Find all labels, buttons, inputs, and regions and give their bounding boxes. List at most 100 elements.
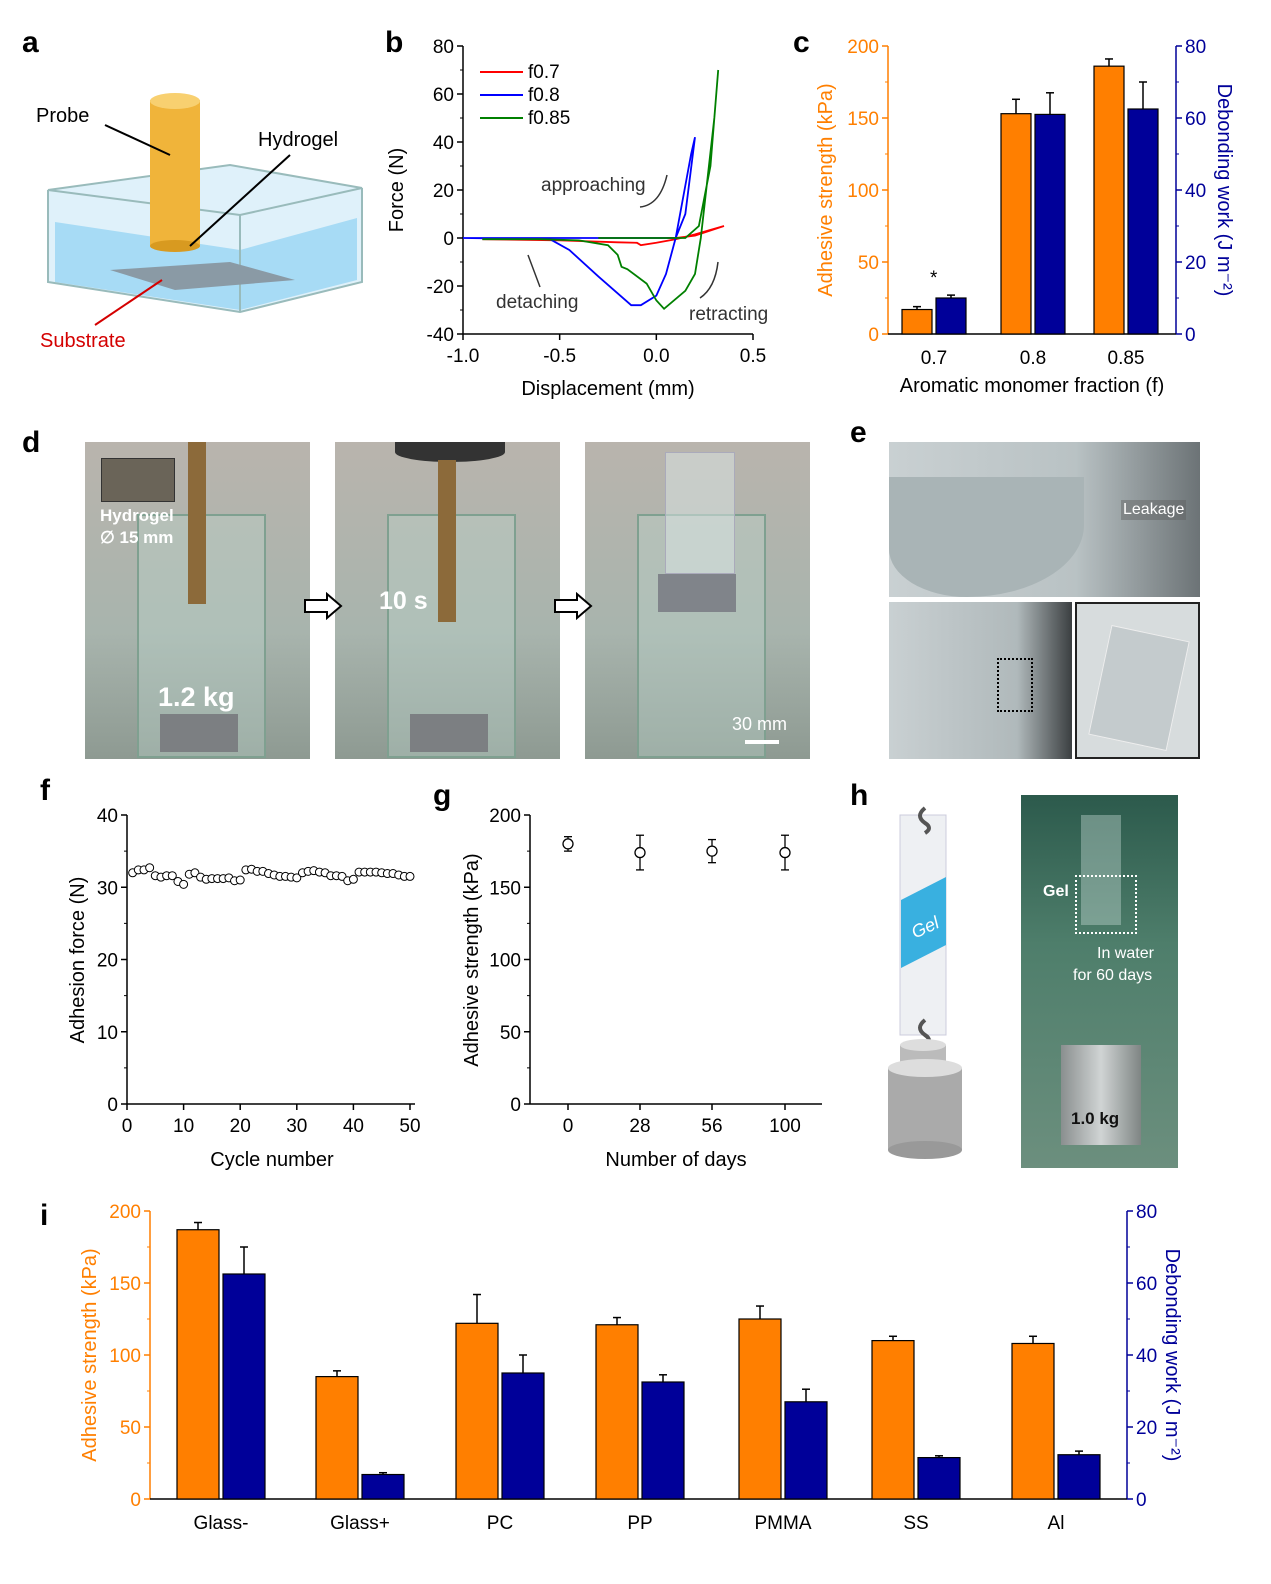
data-point <box>235 875 245 885</box>
i-bar-adhesive-strength <box>315 1375 359 1500</box>
data-point <box>292 873 302 883</box>
annotation-detaching: detaching <box>496 292 578 313</box>
b-y-tick-label: 40 <box>433 133 454 154</box>
panel-label-b: b <box>385 26 403 59</box>
c-bar-adhesive-strength <box>1000 113 1032 335</box>
c-bar-adhesive-strength <box>901 308 933 335</box>
i-category-label: PMMA <box>755 1513 812 1534</box>
annotation-retracting: retracting <box>689 304 768 325</box>
b-xlabel: Displacement (mm) <box>521 378 694 400</box>
data-point <box>145 863 155 873</box>
f-y-tick-label: 10 <box>97 1023 118 1044</box>
f-x-tick-label: 20 <box>230 1116 251 1137</box>
c-bar-adhesive-strength <box>1093 65 1125 335</box>
i-category-label: PC <box>487 1513 513 1534</box>
substrate-label: Substrate <box>40 330 126 352</box>
i-y2-tick-label: 60 <box>1136 1274 1157 1295</box>
i-y2-tick-label: 0 <box>1136 1490 1147 1511</box>
gel-block <box>901 877 946 968</box>
data-point <box>562 838 574 850</box>
panel-label-a: a <box>22 26 39 59</box>
i-category-label: Al <box>1048 1513 1065 1534</box>
data-point <box>634 846 646 859</box>
time-caption: 10 s <box>379 587 428 615</box>
i-bar-debonding-work <box>641 1381 685 1500</box>
b-x-tick-label: 0.5 <box>740 346 766 367</box>
legend-f08: f0.8 <box>528 85 560 106</box>
i-y-tick-label: 50 <box>120 1418 141 1439</box>
c-y-tick-label: 100 <box>847 181 879 202</box>
f-y-tick-label: 40 <box>97 806 118 827</box>
c-bar-debonding-work <box>935 297 967 335</box>
c-bar-debonding-work <box>1127 108 1159 335</box>
g-x-tick-label: 0 <box>563 1116 574 1137</box>
arrow-approaching <box>639 174 668 208</box>
c-y2-tick-label: 40 <box>1185 181 1206 202</box>
f-x-tick-label: 30 <box>286 1116 307 1137</box>
i-y2-tick-label: 20 <box>1136 1418 1157 1439</box>
i-bar-adhesive-strength <box>871 1339 915 1500</box>
leakage-caption: Leakage <box>1121 500 1187 520</box>
photo-e-bag <box>889 602 1072 759</box>
data-point <box>167 871 177 881</box>
c-y-tick-label: 50 <box>858 253 879 274</box>
photo-weight-caption: 1.0 kg <box>1071 1109 1120 1128</box>
i-category-label: Glass+ <box>330 1513 390 1534</box>
probe-label: Probe <box>36 105 89 127</box>
arrow-right-icon <box>304 592 343 620</box>
data-point <box>405 871 415 881</box>
arrow-right-icon <box>554 592 593 620</box>
g-y-tick-label: 200 <box>489 806 521 827</box>
g-x-tick-label: 28 <box>629 1116 650 1137</box>
significance-star: * <box>930 268 938 289</box>
g-x-tick-label: 56 <box>701 1116 722 1137</box>
panel-label-e: e <box>850 416 867 449</box>
b-y-tick-label: 0 <box>443 229 454 250</box>
f-y-tick-label: 0 <box>107 1095 118 1116</box>
c-y2-tick-label: 0 <box>1185 325 1196 346</box>
i-y-tick-label: 150 <box>109 1274 141 1295</box>
g-y-tick-label: 0 <box>510 1095 521 1116</box>
b-x-tick-label: -1.0 <box>447 346 480 367</box>
i-bar-debonding-work <box>1057 1454 1101 1500</box>
hanging-weight-illustration: Gel <box>888 806 962 1159</box>
curve-f0.85 <box>482 69 720 311</box>
g-y-tick-label: 50 <box>500 1023 521 1044</box>
i-bar-debonding-work <box>501 1372 545 1500</box>
i-bar-debonding-work <box>222 1273 266 1500</box>
i-bar-debonding-work <box>784 1401 828 1500</box>
g-x-tick-label: 100 <box>769 1116 801 1137</box>
f-y-tick-label: 20 <box>97 951 118 972</box>
photo-d-2: 10 s <box>335 442 560 759</box>
g-y-tick-label: 150 <box>489 878 521 899</box>
f-y-tick-label: 30 <box>97 878 118 899</box>
b-ylabel: Force (N) <box>386 148 408 232</box>
f-xlabel: Cycle number <box>210 1149 334 1171</box>
photo-gel-caption: Gel <box>1043 883 1069 900</box>
b-y-tick-label: 80 <box>433 37 454 58</box>
probe-cylinder <box>150 100 200 246</box>
i-category-label: Glass- <box>194 1513 249 1534</box>
b-x-tick-label: 0.0 <box>643 346 669 367</box>
scale-caption: 30 mm <box>732 714 788 734</box>
probe-test-schematic: Probe Hydrogel Substrate <box>36 93 363 352</box>
i-category-label: PP <box>627 1513 652 1534</box>
curve-f0.8 <box>462 136 696 307</box>
i-bar-debonding-work <box>917 1456 961 1500</box>
hydrogel-label: Hydrogel <box>258 129 338 151</box>
i-y2label: Debonding work (J m⁻²) <box>1161 1249 1183 1462</box>
i-ylabel: Adhesive strength (kPa) <box>79 1248 101 1461</box>
panel-label-c: c <box>793 26 810 59</box>
c-y2-tick-label: 60 <box>1185 109 1206 130</box>
legend-f085: f0.85 <box>528 108 570 129</box>
i-y-tick-label: 0 <box>130 1490 141 1511</box>
i-bar-adhesive-strength <box>455 1322 499 1500</box>
photo-e-zoom <box>1075 602 1200 759</box>
c-category-label: 0.7 <box>921 348 947 369</box>
data-point <box>348 874 358 884</box>
b-y-tick-label: 20 <box>433 181 454 202</box>
c-bar-debonding-work <box>1034 113 1066 335</box>
c-category-label: 0.85 <box>1108 348 1145 369</box>
data-point <box>706 845 718 857</box>
